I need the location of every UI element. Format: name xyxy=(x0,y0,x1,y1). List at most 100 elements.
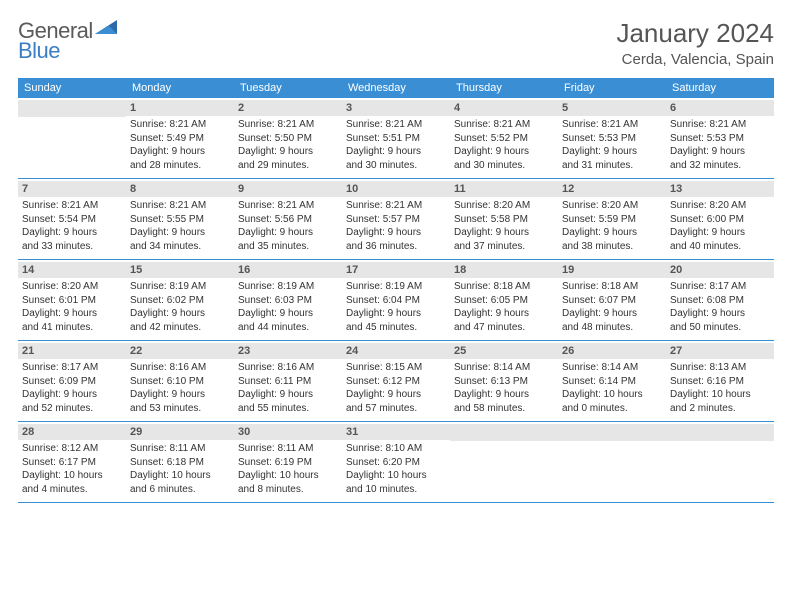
day-daylight1: Daylight: 9 hours xyxy=(670,145,770,159)
day-sunrise: Sunrise: 8:17 AM xyxy=(670,280,770,294)
day-daylight1: Daylight: 9 hours xyxy=(562,145,662,159)
day-cell: 6Sunrise: 8:21 AMSunset: 5:53 PMDaylight… xyxy=(666,98,774,178)
day-daylight1: Daylight: 9 hours xyxy=(130,307,230,321)
day-cell: 11Sunrise: 8:20 AMSunset: 5:58 PMDayligh… xyxy=(450,179,558,259)
day-sunset: Sunset: 6:01 PM xyxy=(22,294,122,308)
empty-day xyxy=(666,424,774,441)
day-cell: 1Sunrise: 8:21 AMSunset: 5:49 PMDaylight… xyxy=(126,98,234,178)
day-daylight2: and 37 minutes. xyxy=(454,240,554,254)
day-daylight2: and 33 minutes. xyxy=(22,240,122,254)
week-row: 14Sunrise: 8:20 AMSunset: 6:01 PMDayligh… xyxy=(18,260,774,341)
day-sunrise: Sunrise: 8:12 AM xyxy=(22,442,122,456)
day-cell: 29Sunrise: 8:11 AMSunset: 6:18 PMDayligh… xyxy=(126,422,234,502)
day-daylight1: Daylight: 10 hours xyxy=(346,469,446,483)
day-sunset: Sunset: 5:57 PM xyxy=(346,213,446,227)
day-daylight1: Daylight: 9 hours xyxy=(22,388,122,402)
weekday-header-row: SundayMondayTuesdayWednesdayThursdayFrid… xyxy=(18,78,774,98)
day-cell: 16Sunrise: 8:19 AMSunset: 6:03 PMDayligh… xyxy=(234,260,342,340)
day-daylight1: Daylight: 10 hours xyxy=(22,469,122,483)
day-sunset: Sunset: 6:00 PM xyxy=(670,213,770,227)
empty-day xyxy=(18,100,126,117)
day-sunrise: Sunrise: 8:18 AM xyxy=(562,280,662,294)
day-number: 23 xyxy=(234,343,342,359)
day-sunset: Sunset: 5:53 PM xyxy=(670,132,770,146)
day-number: 5 xyxy=(558,100,666,116)
day-daylight2: and 42 minutes. xyxy=(130,321,230,335)
day-sunset: Sunset: 5:51 PM xyxy=(346,132,446,146)
day-daylight1: Daylight: 9 hours xyxy=(346,145,446,159)
day-cell: 31Sunrise: 8:10 AMSunset: 6:20 PMDayligh… xyxy=(342,422,450,502)
day-cell: 2Sunrise: 8:21 AMSunset: 5:50 PMDaylight… xyxy=(234,98,342,178)
day-daylight1: Daylight: 10 hours xyxy=(130,469,230,483)
day-number: 18 xyxy=(450,262,558,278)
day-cell: 18Sunrise: 8:18 AMSunset: 6:05 PMDayligh… xyxy=(450,260,558,340)
day-daylight1: Daylight: 9 hours xyxy=(346,226,446,240)
day-sunrise: Sunrise: 8:19 AM xyxy=(346,280,446,294)
weekday-tuesday: Tuesday xyxy=(234,78,342,98)
title-block: January 2024 Cerda, Valencia, Spain xyxy=(616,18,774,68)
day-sunrise: Sunrise: 8:20 AM xyxy=(670,199,770,213)
day-sunset: Sunset: 5:53 PM xyxy=(562,132,662,146)
day-daylight1: Daylight: 9 hours xyxy=(454,388,554,402)
day-sunset: Sunset: 6:20 PM xyxy=(346,456,446,470)
day-daylight1: Daylight: 10 hours xyxy=(562,388,662,402)
day-sunset: Sunset: 6:12 PM xyxy=(346,375,446,389)
day-sunset: Sunset: 6:11 PM xyxy=(238,375,338,389)
day-daylight1: Daylight: 9 hours xyxy=(454,307,554,321)
day-daylight1: Daylight: 9 hours xyxy=(130,226,230,240)
day-cell: 21Sunrise: 8:17 AMSunset: 6:09 PMDayligh… xyxy=(18,341,126,421)
day-sunset: Sunset: 6:09 PM xyxy=(22,375,122,389)
day-sunset: Sunset: 6:16 PM xyxy=(670,375,770,389)
day-daylight1: Daylight: 9 hours xyxy=(346,307,446,321)
day-sunrise: Sunrise: 8:11 AM xyxy=(238,442,338,456)
day-sunset: Sunset: 6:13 PM xyxy=(454,375,554,389)
day-number: 19 xyxy=(558,262,666,278)
day-number: 29 xyxy=(126,424,234,440)
day-cell: 14Sunrise: 8:20 AMSunset: 6:01 PMDayligh… xyxy=(18,260,126,340)
day-daylight1: Daylight: 9 hours xyxy=(454,145,554,159)
day-daylight2: and 55 minutes. xyxy=(238,402,338,416)
day-sunset: Sunset: 6:04 PM xyxy=(346,294,446,308)
day-sunrise: Sunrise: 8:21 AM xyxy=(562,118,662,132)
day-daylight1: Daylight: 9 hours xyxy=(346,388,446,402)
day-daylight2: and 48 minutes. xyxy=(562,321,662,335)
day-sunset: Sunset: 5:56 PM xyxy=(238,213,338,227)
day-cell: 15Sunrise: 8:19 AMSunset: 6:02 PMDayligh… xyxy=(126,260,234,340)
day-sunrise: Sunrise: 8:21 AM xyxy=(238,118,338,132)
logo: General Blue xyxy=(18,18,117,64)
day-number: 20 xyxy=(666,262,774,278)
day-daylight1: Daylight: 9 hours xyxy=(130,388,230,402)
day-sunrise: Sunrise: 8:14 AM xyxy=(562,361,662,375)
day-sunrise: Sunrise: 8:21 AM xyxy=(346,199,446,213)
day-cell: 3Sunrise: 8:21 AMSunset: 5:51 PMDaylight… xyxy=(342,98,450,178)
day-daylight2: and 30 minutes. xyxy=(454,159,554,173)
day-daylight1: Daylight: 9 hours xyxy=(670,307,770,321)
day-sunrise: Sunrise: 8:21 AM xyxy=(238,199,338,213)
day-cell: 24Sunrise: 8:15 AMSunset: 6:12 PMDayligh… xyxy=(342,341,450,421)
day-sunrise: Sunrise: 8:18 AM xyxy=(454,280,554,294)
empty-day xyxy=(558,424,666,441)
day-cell: 10Sunrise: 8:21 AMSunset: 5:57 PMDayligh… xyxy=(342,179,450,259)
day-daylight1: Daylight: 9 hours xyxy=(562,226,662,240)
weekday-sunday: Sunday xyxy=(18,78,126,98)
day-daylight2: and 53 minutes. xyxy=(130,402,230,416)
day-daylight1: Daylight: 9 hours xyxy=(238,226,338,240)
day-daylight2: and 35 minutes. xyxy=(238,240,338,254)
day-sunset: Sunset: 6:08 PM xyxy=(670,294,770,308)
day-number: 27 xyxy=(666,343,774,359)
month-title: January 2024 xyxy=(616,18,774,49)
day-sunrise: Sunrise: 8:21 AM xyxy=(130,118,230,132)
location: Cerda, Valencia, Spain xyxy=(616,51,774,68)
day-cell: 5 Sunrise: 8:21 AMSunset: 5:53 PMDaylight… xyxy=(558,98,666,178)
day-sunrise: Sunrise: 8:15 AM xyxy=(346,361,446,375)
day-sunset: Sunset: 5:54 PM xyxy=(22,213,122,227)
day-sunrise: Sunrise: 8:13 AM xyxy=(670,361,770,375)
day-sunset: Sunset: 6:17 PM xyxy=(22,456,122,470)
day-daylight1: Daylight: 10 hours xyxy=(238,469,338,483)
day-daylight2: and 40 minutes. xyxy=(670,240,770,254)
day-cell: 28Sunrise: 8:12 AMSunset: 6:17 PMDayligh… xyxy=(18,422,126,502)
day-sunrise: Sunrise: 8:21 AM xyxy=(346,118,446,132)
day-daylight2: and 38 minutes. xyxy=(562,240,662,254)
day-daylight1: Daylight: 9 hours xyxy=(22,307,122,321)
day-cell: 20 Sunrise: 8:17 AMSunset: 6:08 PMDayligh… xyxy=(666,260,774,340)
